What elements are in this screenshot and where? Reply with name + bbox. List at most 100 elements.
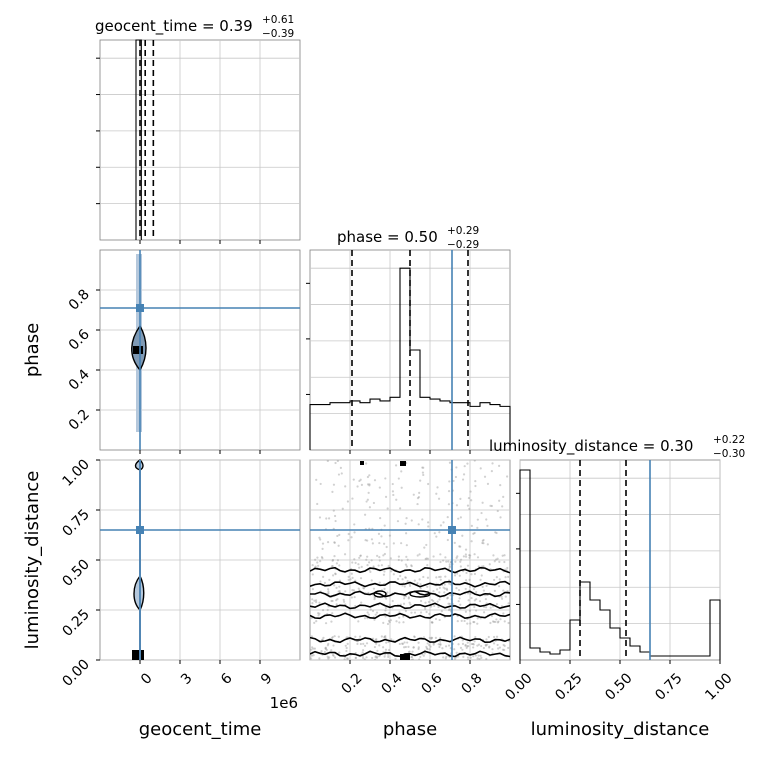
sample-point bbox=[464, 610, 467, 613]
sample-point bbox=[333, 584, 336, 587]
sample-point bbox=[401, 578, 404, 581]
sample-point bbox=[318, 516, 322, 519]
sample-point bbox=[476, 526, 479, 529]
sample-point bbox=[473, 553, 476, 556]
sample-point bbox=[387, 619, 391, 622]
sample-point bbox=[409, 603, 412, 606]
xlabel-phase: phase bbox=[383, 719, 437, 740]
sample-point bbox=[477, 565, 480, 568]
sample-point bbox=[392, 573, 395, 576]
histogram-geocent_time bbox=[135, 39, 142, 240]
sample-point bbox=[391, 490, 395, 493]
sample-point bbox=[366, 564, 369, 567]
sample-point bbox=[437, 605, 440, 609]
sample-point bbox=[387, 655, 390, 658]
x-tick-label: 6 bbox=[218, 670, 236, 688]
sample-point bbox=[405, 532, 408, 535]
sample-point bbox=[317, 614, 320, 617]
sample-point bbox=[492, 554, 495, 557]
sample-point bbox=[423, 546, 426, 549]
sample-point bbox=[431, 621, 434, 624]
sample-point bbox=[419, 583, 422, 586]
sample-point bbox=[316, 556, 319, 559]
panel-phase-vs-geocent-time bbox=[99, 249, 301, 451]
sample-point bbox=[353, 595, 356, 599]
sample-point bbox=[332, 644, 335, 647]
sample-point bbox=[361, 656, 365, 660]
sample-point bbox=[458, 545, 461, 548]
ylabel-luminosity-distance: luminosity_distance bbox=[22, 471, 43, 650]
truth-layer bbox=[100, 250, 651, 660]
sample-point bbox=[469, 622, 472, 625]
sample-point bbox=[459, 558, 463, 561]
sample-point bbox=[495, 618, 498, 621]
sample-point bbox=[313, 621, 316, 624]
sample-point bbox=[374, 656, 377, 659]
sample-point bbox=[311, 573, 314, 576]
sample-point bbox=[326, 541, 330, 544]
sample-point bbox=[405, 555, 408, 558]
sample-point bbox=[466, 504, 470, 507]
sample-point bbox=[375, 656, 379, 659]
offset-text: 1e6 bbox=[270, 694, 298, 712]
sample-point bbox=[356, 485, 359, 488]
sample-point bbox=[454, 560, 457, 563]
sample-point bbox=[455, 587, 458, 590]
sample-point bbox=[476, 518, 479, 521]
sample-point bbox=[357, 587, 360, 590]
sample-point bbox=[436, 486, 439, 489]
sample-point bbox=[458, 574, 461, 577]
sample-point bbox=[325, 517, 328, 520]
sample-point bbox=[430, 621, 433, 624]
sample-point bbox=[445, 587, 448, 590]
sample-point bbox=[406, 558, 409, 561]
sample-point bbox=[478, 600, 482, 603]
sample-point bbox=[472, 643, 475, 646]
sample-point bbox=[388, 534, 392, 537]
sample-point bbox=[447, 602, 450, 605]
sample-point bbox=[321, 547, 324, 550]
sample-point bbox=[496, 643, 499, 647]
sample-point bbox=[344, 590, 347, 593]
x-tick-label: 0.4 bbox=[379, 670, 406, 697]
sample-point bbox=[433, 532, 436, 535]
sample-point bbox=[419, 611, 423, 614]
sample-point bbox=[428, 643, 431, 647]
y-tick-label: 0.8 bbox=[66, 287, 93, 314]
sample-point bbox=[326, 608, 329, 612]
sample-point bbox=[333, 656, 337, 659]
sample-point bbox=[427, 521, 430, 524]
sample-point bbox=[411, 658, 414, 660]
sample-point bbox=[469, 554, 472, 557]
sample-point bbox=[480, 574, 483, 577]
sample-point bbox=[503, 560, 506, 564]
sample-point bbox=[326, 655, 329, 658]
sample-point bbox=[438, 591, 441, 594]
sample-point bbox=[371, 609, 375, 613]
sample-point bbox=[464, 643, 467, 647]
sample-point bbox=[465, 646, 468, 650]
sample-point bbox=[346, 500, 350, 503]
sample-point bbox=[472, 587, 476, 591]
sample-point bbox=[388, 621, 391, 624]
sample-point bbox=[395, 620, 398, 623]
sample-point bbox=[352, 589, 356, 592]
sample-point bbox=[389, 557, 392, 560]
sample-point bbox=[484, 606, 488, 609]
sample-point bbox=[331, 558, 335, 562]
sample-point bbox=[334, 461, 337, 465]
sample-point bbox=[375, 611, 379, 614]
sample-point bbox=[507, 621, 510, 625]
sample-point bbox=[479, 467, 482, 470]
sample-point bbox=[374, 655, 377, 658]
sample-point bbox=[330, 565, 334, 568]
sample-point bbox=[407, 645, 410, 648]
sample-point bbox=[324, 622, 328, 625]
sample-point bbox=[439, 575, 442, 579]
sample-point bbox=[461, 639, 464, 642]
sample-point bbox=[342, 600, 346, 603]
sample-point bbox=[497, 620, 500, 623]
sample-point bbox=[385, 641, 388, 644]
sample-point bbox=[335, 603, 338, 606]
sample-point bbox=[318, 612, 321, 615]
